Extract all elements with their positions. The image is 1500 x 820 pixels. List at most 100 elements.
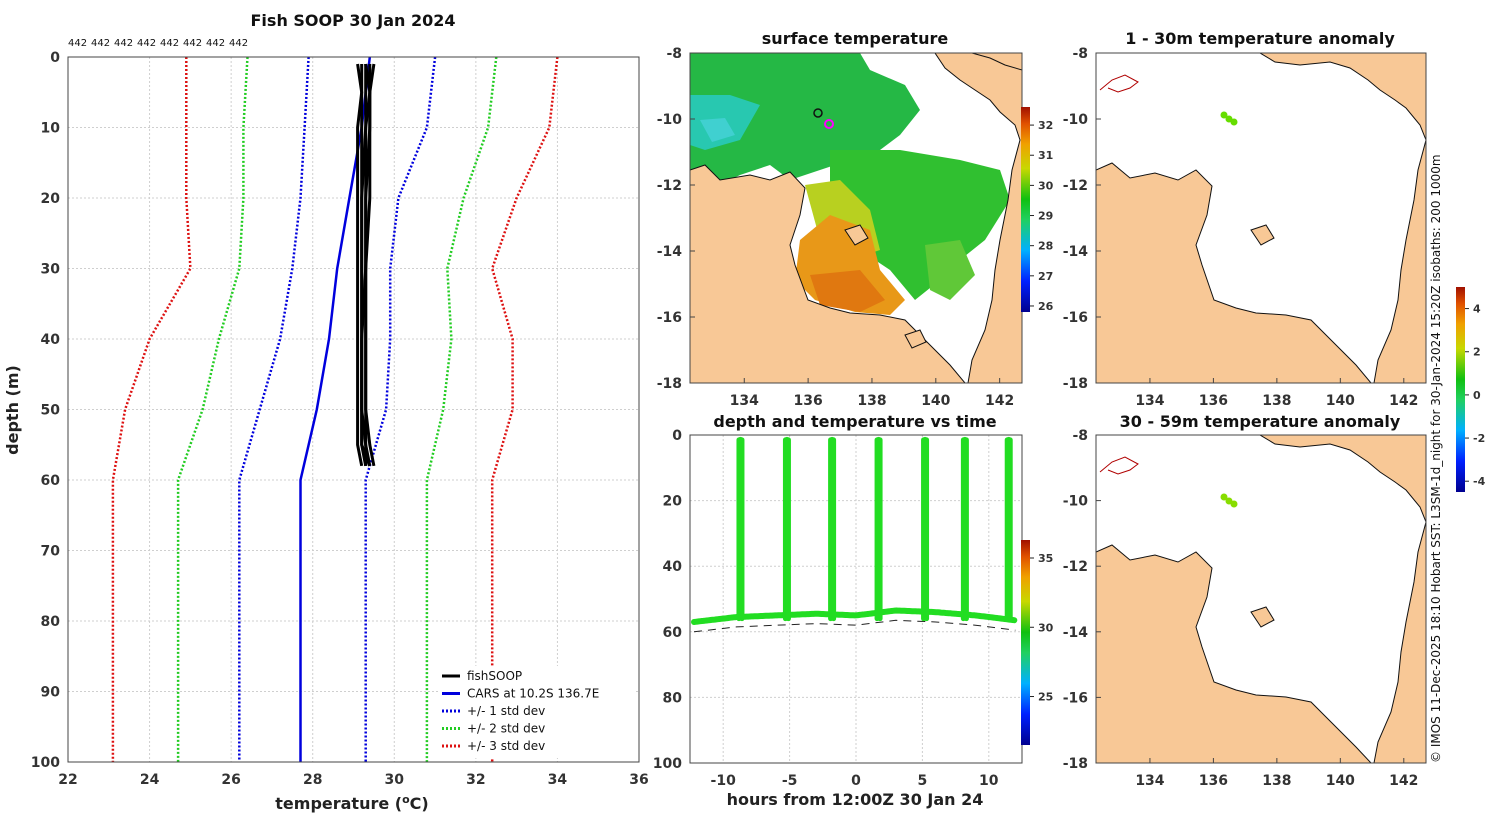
- anomaly-colorbar-ticks: 4 2 0 -2 -4: [1465, 303, 1486, 488]
- sst-field-north-cyan-2: [700, 118, 735, 142]
- y-tick-label: 40: [41, 332, 61, 348]
- profile-title: Fish SOOP 30 Jan 2024: [251, 11, 456, 30]
- colorbar-tick-label: -4: [1473, 475, 1486, 488]
- x-tick-label: 34: [548, 772, 568, 788]
- sst-y-ticks: -8 -10 -12 -14 -16 -18: [657, 46, 695, 392]
- y-tick-label: 20: [663, 494, 683, 510]
- profile-count: 442: [183, 38, 202, 49]
- anomaly-bottom-y-ticks: -8 -10 -12 -14 -16 -18: [1063, 428, 1101, 772]
- sst-colorbar: [1021, 107, 1030, 312]
- y-tick-label: 40: [663, 559, 683, 575]
- anomaly-bottom-land-groote: [1250, 606, 1275, 628]
- anomaly-top-land-arnhem: [1096, 162, 1372, 383]
- legend-box: [438, 666, 634, 758]
- y-tick-label: -10: [657, 112, 683, 128]
- anomaly-bottom-point: [1220, 493, 1228, 501]
- anomaly-bottom-title: 30 - 59m temperature anomaly: [1120, 412, 1401, 431]
- x-tick-label: 142: [1389, 393, 1418, 409]
- std2-plus-line: [425, 56, 498, 762]
- anomaly-bottom-x-ticks: 134 136 138 140 142: [1135, 758, 1418, 789]
- anomaly-top-frame: [1095, 52, 1427, 384]
- profile-counts: 442 442 442 442 442 442 442 442: [68, 38, 248, 49]
- cast-top-point: [737, 436, 744, 443]
- x-tick-label: 142: [1389, 773, 1418, 789]
- cast-top-point: [922, 436, 929, 443]
- sst-land-groote: [844, 224, 869, 246]
- colorbar-tick-label: 28: [1038, 240, 1053, 253]
- profile-count: 442: [91, 38, 110, 49]
- profile-xlabel: temperature (oC): [275, 793, 428, 813]
- bottom-depth-line: [693, 619, 1016, 633]
- y-tick-label: -16: [1063, 690, 1088, 706]
- anomaly-bottom-frame: [1095, 434, 1427, 764]
- x-tick-label: 24: [140, 772, 160, 788]
- y-tick-label: -8: [666, 46, 682, 62]
- credit-text: © IMOS 11-Dec-2025 18:10 Hobart SST: L3S…: [1429, 154, 1443, 763]
- cast-top-point: [961, 436, 968, 443]
- sst-field-central: [830, 150, 1010, 300]
- x-tick-label: 140: [1326, 393, 1355, 409]
- profile-count: 442: [114, 38, 133, 49]
- x-tick-label: 136: [1199, 773, 1228, 789]
- y-tick-label: 0: [50, 50, 60, 66]
- sst-x-ticks: 134 136 138 140 142: [730, 378, 1014, 409]
- y-tick-label: -18: [1063, 376, 1088, 392]
- y-tick-label: -14: [657, 244, 683, 260]
- time-chart: depth and temperature vs time -10 -5 0 5 10 …: [653, 412, 1054, 809]
- colorbar-tick-label: 29: [1038, 210, 1053, 223]
- sst-current-location: [824, 119, 834, 129]
- sst-field-darkorange: [810, 270, 885, 312]
- colorbar-tick-label: 30: [1038, 179, 1054, 192]
- x-tick-label: 138: [1262, 773, 1291, 789]
- colorbar-tick-label: 27: [1038, 270, 1053, 283]
- x-tick-label: 136: [793, 393, 822, 409]
- y-tick-label: 20: [41, 191, 61, 207]
- profile-y-ticks: 0 10 20 30 40 50 60 70 80 90 100: [31, 50, 60, 771]
- x-tick-label: 138: [857, 393, 886, 409]
- x-tick-label: 26: [221, 772, 240, 788]
- anomaly-top-point: [1230, 118, 1238, 126]
- anomaly-map-bottom: 30 - 59m temperature anomaly 134 136 138 14…: [1063, 412, 1427, 789]
- y-tick-label: -8: [1072, 428, 1088, 444]
- x-tick-label: -5: [782, 773, 798, 789]
- y-tick-label: -10: [1063, 112, 1089, 128]
- y-tick-label: 100: [31, 755, 60, 771]
- y-tick-label: -12: [657, 178, 682, 194]
- y-tick-label: -16: [1063, 310, 1088, 326]
- anomaly-bottom-isobath: [1099, 456, 1139, 475]
- fishsoop-profile: [364, 63, 376, 467]
- sst-map: surface temperature 134 136 138 140 142 -8-: [657, 29, 1054, 409]
- anomaly-bottom-land-arnhem: [1096, 544, 1372, 763]
- colorbar-tick-label: 4: [1473, 303, 1481, 316]
- time-chart-title: depth and temperature vs time: [713, 412, 996, 431]
- x-tick-label: 5: [918, 773, 928, 789]
- y-tick-label: -16: [657, 310, 682, 326]
- profile-count: 442: [137, 38, 156, 49]
- legend-label: +/- 2 std dev: [467, 722, 545, 736]
- colorbar-tick-label: 32: [1038, 119, 1053, 132]
- x-tick-label: 136: [1199, 393, 1228, 409]
- x-tick-label: 30: [385, 772, 405, 788]
- y-tick-label: -18: [657, 376, 682, 392]
- y-tick-label: 90: [41, 685, 61, 701]
- y-tick-label: 80: [663, 690, 683, 706]
- cast-top-point: [875, 436, 882, 443]
- sst-land-png: [971, 53, 1022, 71]
- colorbar-tick-label: 31: [1038, 149, 1053, 162]
- y-tick-label: -14: [1063, 625, 1089, 641]
- anomaly-colorbar: [1456, 287, 1465, 492]
- colorbar-tick-label: 26: [1038, 300, 1054, 313]
- x-tick-label: 10: [979, 773, 999, 789]
- sst-field-east: [925, 240, 975, 300]
- x-tick-label: 140: [921, 393, 950, 409]
- profile-grid: [67, 56, 640, 763]
- y-tick-label: 30: [41, 262, 61, 278]
- x-tick-label: 28: [303, 772, 322, 788]
- x-tick-label: -10: [711, 773, 737, 789]
- anomaly-bottom-land-capeyork: [1259, 435, 1426, 763]
- cast-top-point: [783, 436, 790, 443]
- y-tick-label: 10: [41, 121, 61, 137]
- anomaly-top-x-ticks: 134 136 138 140 142: [1135, 378, 1418, 409]
- time-x-ticks: -10 -5 0 5 10: [711, 773, 999, 789]
